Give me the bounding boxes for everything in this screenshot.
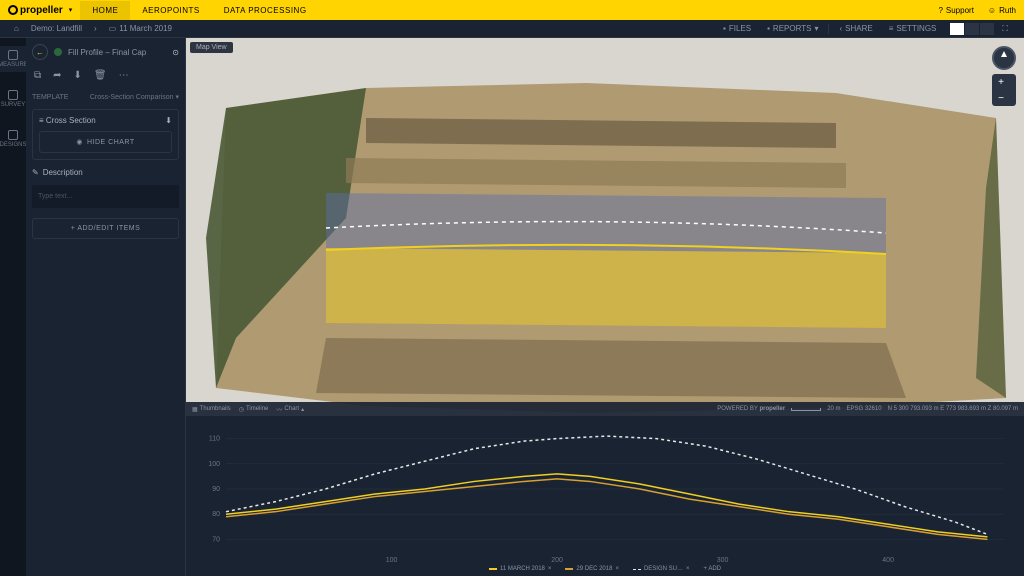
- view-mode-2[interactable]: [965, 23, 979, 35]
- view-mode-1[interactable]: [950, 23, 964, 35]
- share-icon[interactable]: ➦: [53, 70, 61, 81]
- side-panel: ← Fill Profile – Final Cap ⊙ ⧉ ➦ ⬇ 🗑 ⋯ T…: [26, 38, 186, 576]
- timeline-tab[interactable]: ◷ Timeline: [239, 406, 269, 413]
- template-label: TEMPLATE: [32, 94, 68, 101]
- copy-icon[interactable]: ⧉: [34, 70, 41, 81]
- view-mode-3[interactable]: [980, 23, 994, 35]
- thumbnails-tab[interactable]: ▦ Thumbnails: [192, 406, 231, 413]
- add-edit-button[interactable]: + ADD/EDIT ITEMS: [32, 218, 179, 239]
- settings-button[interactable]: ≡ SETTINGS: [881, 20, 945, 38]
- breadcrumb-project[interactable]: Demo: Landfill: [25, 24, 88, 33]
- map-canvas[interactable]: ‹ Map View + − ▦ Thumbnails ◷ Timeline 〰…: [186, 38, 1024, 416]
- topnav-data processing[interactable]: DATA PROCESSING: [212, 1, 319, 20]
- section-download-icon[interactable]: ⬇: [165, 116, 172, 125]
- compass-icon[interactable]: [992, 46, 1016, 70]
- chart-legend: 11 MARCH 2018 × 29 DEC 2018 × DESIGN SU… ×…: [186, 566, 1024, 572]
- svg-text:200: 200: [551, 557, 563, 564]
- zoom-out-button[interactable]: −: [992, 90, 1010, 106]
- back-button[interactable]: ←: [32, 44, 48, 60]
- chart-tab[interactable]: 〰 Chart ▴: [276, 405, 304, 414]
- legend-item[interactable]: 11 MARCH 2018 ×: [489, 566, 551, 572]
- powered-by: POWERED BY propeller: [717, 406, 785, 412]
- svg-text:90: 90: [212, 486, 220, 493]
- epsg-label: EPSG 32610: [847, 406, 882, 412]
- rail-icon: [8, 50, 18, 60]
- scale-label: 20 m: [827, 406, 840, 412]
- chevron-right-icon: ›: [88, 24, 103, 33]
- text-icon: ✎: [32, 168, 39, 177]
- svg-text:70: 70: [212, 536, 220, 543]
- pin-icon[interactable]: ⊙: [172, 48, 179, 57]
- breadcrumb-date[interactable]: ▭11 March 2019: [103, 24, 178, 33]
- description-input[interactable]: Type text...: [32, 185, 179, 208]
- description-header: ✎Description: [32, 166, 179, 179]
- view-mode-toggle: [950, 23, 994, 35]
- topnav-home[interactable]: HOME: [80, 1, 130, 20]
- fullscreen-button[interactable]: ⛶: [994, 20, 1016, 38]
- user-icon: ☺: [988, 6, 996, 15]
- status-dot-icon: [54, 48, 62, 56]
- rail-survey[interactable]: SURVEY: [0, 86, 26, 112]
- zoom-in-button[interactable]: +: [992, 74, 1010, 90]
- rail-icon: [8, 130, 18, 140]
- context-bar: ⌂ Demo: Landfill › ▭11 March 2019 ▪ FILE…: [0, 20, 1024, 38]
- rail-icon: [8, 90, 18, 100]
- template-value[interactable]: Cross-Section Comparison ▾: [90, 93, 179, 101]
- map-view-label: Map View: [190, 42, 233, 53]
- share-button[interactable]: ‹ SHARE: [831, 20, 880, 38]
- more-icon[interactable]: ⋯: [119, 70, 129, 81]
- rail-measure[interactable]: MEASURE: [0, 46, 26, 72]
- delete-icon[interactable]: 🗑: [94, 70, 107, 81]
- svg-text:400: 400: [882, 557, 894, 564]
- zoom-control: + −: [992, 74, 1016, 106]
- legend-item[interactable]: DESIGN SU… ×: [633, 566, 690, 572]
- legend-item[interactable]: 29 DEC 2018 ×: [565, 566, 619, 572]
- breadcrumb-home-icon[interactable]: ⌂: [8, 24, 25, 33]
- legend-swatch-icon: [633, 569, 641, 570]
- brand-chevron-icon[interactable]: ▾: [69, 6, 73, 14]
- calendar-icon: ▭: [109, 24, 117, 33]
- files-button[interactable]: ▪ FILES: [715, 20, 759, 38]
- cross-section-box: ≡ Cross Section ⬇ ◉HIDE CHART: [32, 109, 179, 160]
- viewport: ‹ Map View + − ▦ Thumbnails ◷ Timeline 〰…: [186, 38, 1024, 576]
- scale-bar: [791, 408, 821, 411]
- svg-text:80: 80: [212, 511, 220, 518]
- hide-chart-button[interactable]: ◉HIDE CHART: [39, 131, 172, 153]
- eye-icon: ◉: [76, 138, 83, 146]
- user-menu[interactable]: ☺Ruth: [988, 6, 1016, 15]
- panel-title: Fill Profile – Final Cap: [68, 48, 146, 57]
- topnav-aeropoints[interactable]: AEROPOINTS: [130, 1, 211, 20]
- map-footer: ▦ Thumbnails ◷ Timeline 〰 Chart ▴ POWERE…: [186, 402, 1024, 416]
- legend-swatch-icon: [489, 568, 497, 570]
- legend-swatch-icon: [565, 568, 573, 570]
- reports-button[interactable]: ▪ REPORTS ▾: [759, 20, 826, 38]
- coords-label: N 5 300 793.093 m E 773 983.693 m Z 80.0…: [888, 406, 1018, 412]
- svg-text:110: 110: [209, 436, 220, 443]
- top-nav: HOMEAEROPOINTSDATA PROCESSING: [80, 1, 318, 20]
- top-bar: propeller ▾ HOMEAEROPOINTSDATA PROCESSIN…: [0, 0, 1024, 20]
- svg-text:100: 100: [386, 557, 398, 564]
- support-link[interactable]: ?Support: [938, 6, 973, 15]
- brand-logo[interactable]: propeller: [8, 5, 63, 16]
- section-title: ≡ Cross Section: [39, 116, 96, 125]
- svg-text:100: 100: [208, 461, 220, 468]
- chart-panel: 70 80 90 100 110 100 200 300 400 11 MARCH 2018 ×…: [186, 416, 1024, 576]
- rail-designs[interactable]: DESIGNS: [0, 126, 26, 152]
- legend-item[interactable]: + ADD: [704, 566, 722, 572]
- panel-actions: ⧉ ➦ ⬇ 🗑 ⋯: [32, 66, 179, 85]
- download-icon[interactable]: ⬇: [74, 70, 82, 81]
- help-icon: ?: [938, 6, 942, 15]
- left-rail: MEASURE SURVEY DESIGNS: [0, 38, 26, 576]
- svg-text:300: 300: [717, 557, 729, 564]
